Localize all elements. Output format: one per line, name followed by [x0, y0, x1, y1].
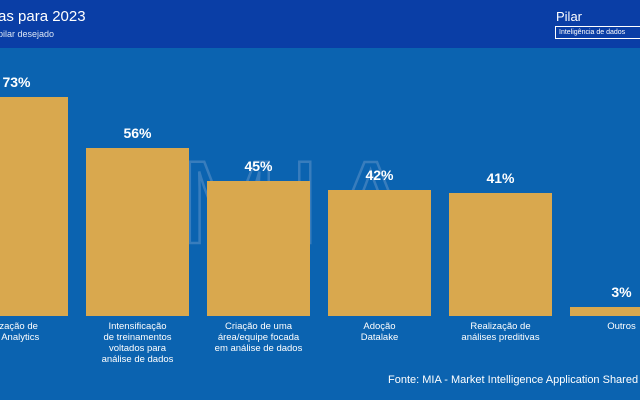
- category-label-3: Adoção Datalake: [361, 321, 399, 343]
- header-bar: as para 2023 pilar desejado Pilar Inteli…: [0, 0, 640, 48]
- data-label-2: 45%: [244, 158, 273, 174]
- pilar-label: Pilar: [556, 9, 583, 24]
- page-title: as para 2023: [0, 8, 86, 25]
- bar-5: [570, 307, 640, 316]
- page-subtitle: pilar desejado: [0, 29, 55, 39]
- bar-4: [449, 193, 552, 316]
- bar-chart: MIA73%lização dea Analytics56%Intensific…: [0, 74, 640, 365]
- bar-1: [86, 148, 189, 316]
- data-label-5: 3%: [611, 284, 632, 300]
- bar-3: [328, 190, 431, 316]
- category-label-5: Outros: [607, 321, 636, 332]
- source-note: Fonte: MIA - Market Intelligence Applica…: [388, 374, 639, 386]
- category-label-2: Criação de uma área/equipe focada em análi…: [215, 321, 303, 354]
- data-label-4: 41%: [486, 170, 515, 186]
- bar-2: [207, 181, 310, 316]
- bar-0: [0, 97, 68, 316]
- data-label-3: 42%: [365, 167, 394, 183]
- data-label-1: 56%: [123, 125, 152, 141]
- category-label-4: Realização de análises preditivas: [461, 321, 539, 343]
- pilar-value-badge: Inteligência de dados: [555, 26, 640, 39]
- category-label-0: lização dea Analytics: [0, 321, 39, 343]
- data-label-0: 73%: [2, 74, 31, 90]
- category-label-1: Intensificação de treinamentos voltados pa…: [102, 321, 174, 365]
